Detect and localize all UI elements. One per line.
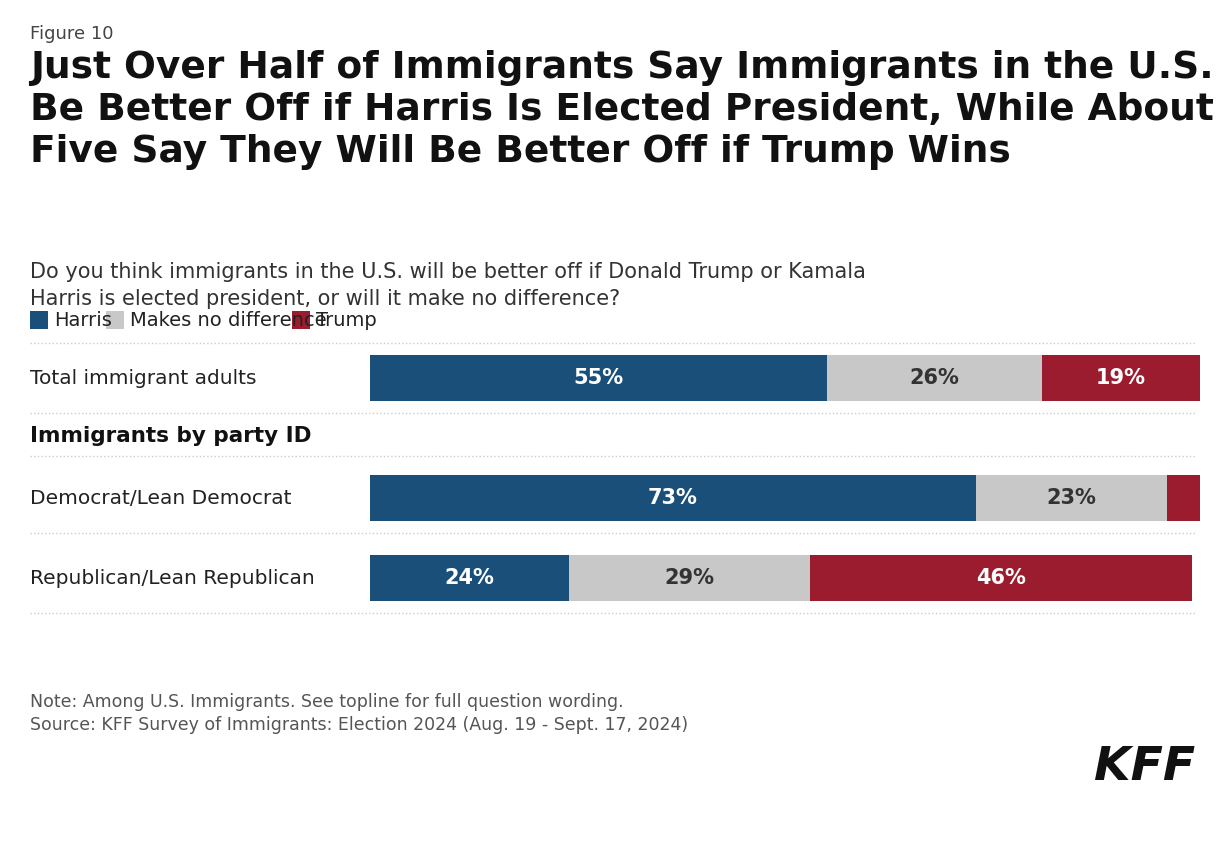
Text: 73%: 73% bbox=[648, 488, 698, 508]
Bar bbox=[292, 311, 310, 329]
Text: Harris: Harris bbox=[54, 311, 112, 330]
Text: 24%: 24% bbox=[444, 568, 494, 588]
Text: Do you think immigrants in the U.S. will be better off if Donald Trump or Kamala: Do you think immigrants in the U.S. will… bbox=[30, 262, 866, 309]
Text: 19%: 19% bbox=[1096, 368, 1146, 388]
Bar bbox=[570, 555, 810, 601]
Text: Trump: Trump bbox=[316, 311, 377, 330]
Bar bbox=[1042, 355, 1200, 401]
Text: Republican/Lean Republican: Republican/Lean Republican bbox=[30, 569, 315, 588]
Bar bbox=[826, 355, 1042, 401]
Bar bbox=[976, 475, 1166, 521]
Text: Democrat/Lean Democrat: Democrat/Lean Democrat bbox=[30, 489, 292, 508]
Bar bbox=[370, 555, 570, 601]
Bar bbox=[106, 311, 124, 329]
Text: Just Over Half of Immigrants Say Immigrants in the U.S. Will
Be Better Off if Ha: Just Over Half of Immigrants Say Immigra… bbox=[30, 50, 1220, 170]
Bar bbox=[30, 311, 48, 329]
Bar bbox=[1166, 475, 1200, 521]
Text: Total immigrant adults: Total immigrant adults bbox=[30, 369, 256, 387]
Text: 55%: 55% bbox=[573, 368, 623, 388]
Bar bbox=[810, 555, 1192, 601]
Text: 46%: 46% bbox=[976, 568, 1026, 588]
Bar bbox=[370, 475, 976, 521]
Text: Figure 10: Figure 10 bbox=[30, 25, 113, 43]
Text: Note: Among U.S. Immigrants. See topline for full question wording.: Note: Among U.S. Immigrants. See topline… bbox=[30, 693, 623, 711]
Text: 26%: 26% bbox=[909, 368, 959, 388]
Bar bbox=[370, 355, 826, 401]
Text: KFF: KFF bbox=[1094, 746, 1196, 791]
Text: 29%: 29% bbox=[665, 568, 715, 588]
Text: Makes no difference: Makes no difference bbox=[131, 311, 327, 330]
Text: 23%: 23% bbox=[1047, 488, 1097, 508]
Text: Source: KFF Survey of Immigrants: Election 2024 (Aug. 19 - Sept. 17, 2024): Source: KFF Survey of Immigrants: Electi… bbox=[30, 716, 688, 734]
Text: Immigrants by party ID: Immigrants by party ID bbox=[30, 426, 311, 446]
